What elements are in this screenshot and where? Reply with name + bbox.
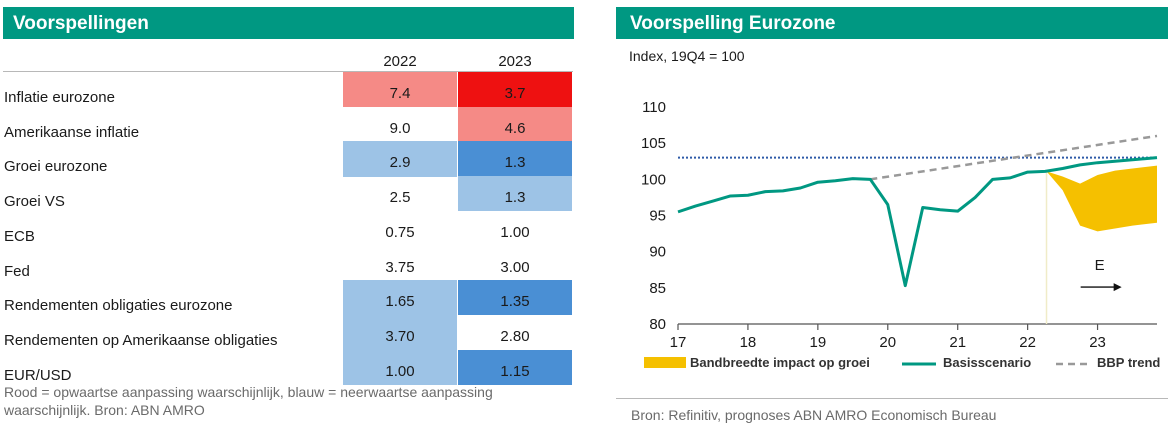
table-cell-2022: 9.0 (389, 119, 411, 137)
x-tick-label: 19 (810, 334, 827, 351)
legend-label-trend: BBP trend (1097, 355, 1160, 370)
table-cell-2022: 2.5 (389, 189, 411, 207)
y-tick-label: 85 (649, 280, 666, 297)
x-tick-label: 18 (740, 334, 757, 351)
table-footnote: Rood = opwaartse aanpassing waarschijnli… (4, 384, 493, 418)
legend-label-basis: Basisscenario (943, 355, 1031, 370)
table-cell-2023: 3.00 (500, 258, 530, 276)
chart-source: Bron: Refinitiv, prognoses ABN AMRO Econ… (631, 407, 997, 423)
row-label: Groei VS (4, 193, 65, 211)
table-cell-2022: 2.9 (343, 141, 457, 177)
table-cell-2022: 1.65 (343, 280, 457, 316)
legend-swatch-band (644, 357, 686, 368)
basis-scenario-line (677, 156, 1158, 288)
row-label: Fed (4, 262, 30, 280)
table-cell-2022: 1.00 (343, 349, 457, 385)
row-label: Groei eurozone (4, 158, 108, 176)
y-tick-label: 100 (641, 171, 666, 188)
table-cell-2022: 3.75 (385, 258, 415, 276)
table-cell-2022: 3.70 (343, 314, 457, 351)
source-divider (616, 398, 1168, 399)
y-tick-label: 110 (642, 99, 666, 116)
x-tick-label: 22 (1019, 334, 1036, 351)
table-cell-2022: 0.75 (385, 223, 415, 241)
table-cell-2023: 2.80 (500, 327, 530, 345)
y-tick-label: 95 (649, 208, 666, 225)
row-label: Rendementen obligaties eurozone (4, 297, 233, 315)
table-cell-2023: 4.6 (458, 106, 572, 142)
forecast-arrow-head (1113, 283, 1122, 292)
x-tick-label: 20 (879, 334, 896, 351)
chart-subtitle: Index, 19Q4 = 100 (629, 48, 745, 64)
header-divider (3, 71, 573, 72)
table-panel-title: Voorspellingen (3, 7, 574, 39)
table-cell-2023: 3.7 (458, 72, 572, 108)
y-tick-label: 105 (641, 135, 666, 152)
row-label: ECB (4, 227, 35, 245)
table-cell-2023: 1.3 (458, 176, 572, 212)
table-cell-2023: 1.00 (500, 223, 530, 241)
row-label: Rendementen op Amerikaanse obligaties (4, 331, 278, 349)
column-header-2022: 2022 (383, 53, 417, 70)
y-tick-label: 80 (649, 316, 666, 333)
y-tick-label: 90 (649, 244, 666, 261)
chart-panel-title: Voorspelling Eurozone (616, 7, 1168, 39)
row-label: EUR/USD (4, 366, 72, 384)
row-label: Inflatie eurozone (4, 89, 115, 106)
x-tick-label: 21 (949, 334, 966, 351)
table-cell-2023: 1.3 (458, 141, 572, 177)
table-cell-2023: 1.35 (458, 280, 572, 316)
table-cell-2022: 7.4 (343, 72, 457, 108)
gdp-trend-line (870, 134, 1158, 181)
row-label: Amerikaanse inflatie (4, 123, 140, 141)
column-header-2023: 2023 (498, 53, 532, 70)
x-tick-label: 17 (670, 334, 687, 351)
legend-label-band: Bandbreedte impact op groei (690, 355, 870, 370)
table-cell-2023: 1.15 (458, 349, 572, 385)
forecast-label: E (1095, 257, 1105, 274)
x-tick-label: 23 (1089, 334, 1106, 351)
eurozone-chart: 80 85 90 95 100 105 110 17 18 19 20 21 22 23 E Bandbree… (641, 99, 1160, 370)
growth-impact-band (1046, 165, 1157, 232)
